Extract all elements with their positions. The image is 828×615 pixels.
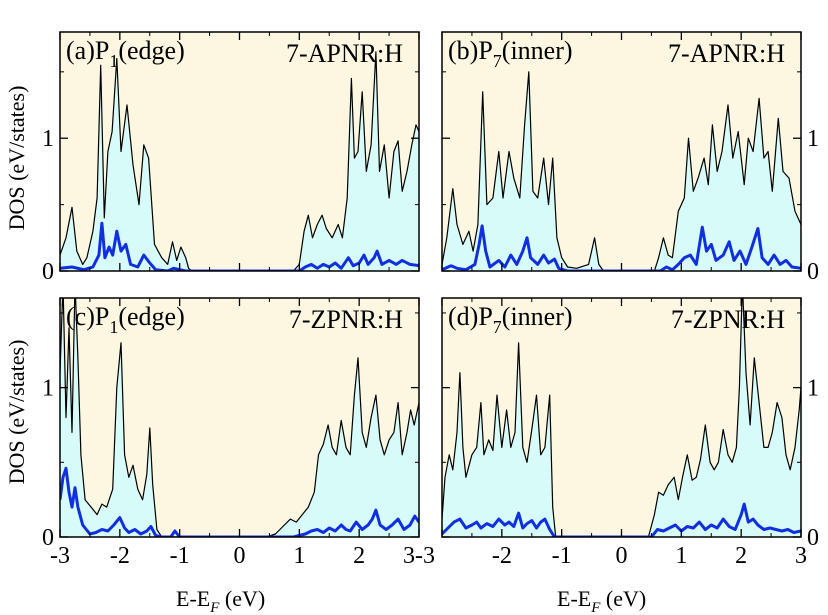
panel-system: 7-APNR:H xyxy=(668,39,785,68)
x-axis-label-main: E-E xyxy=(176,586,210,611)
panel-atom-sub: 1 xyxy=(109,317,118,337)
panel-site: (edge) xyxy=(118,36,184,65)
panel-site: (inner) xyxy=(502,302,573,331)
x-axis-label-sub: F xyxy=(590,600,601,615)
plot-area xyxy=(60,51,419,271)
x-tick-label: -2 xyxy=(110,543,130,569)
total-dos-line xyxy=(442,71,801,271)
panel-b: 0 1 (b)P7(inner) 7-APNR:H xyxy=(441,31,819,285)
panel-annotation: (a)P1(edge) xyxy=(66,36,185,71)
y-tick-label: 0 xyxy=(42,525,54,551)
panel-annotation: (d)P7(inner) xyxy=(448,302,573,337)
total-dos-fill xyxy=(442,71,801,271)
panel-a: 01(a)P1(edge) 7-APNR:H xyxy=(42,31,420,285)
x-tick-label: -1 xyxy=(170,543,190,569)
x-tick-label: 1 xyxy=(675,543,687,569)
panel-atom-sub: 7 xyxy=(493,317,502,337)
total-dos-line xyxy=(442,298,801,537)
panel-tag: (c) xyxy=(66,302,95,331)
panel-site: (inner) xyxy=(502,36,573,65)
panel-atom-sub: 7 xyxy=(493,51,502,71)
panel-system: 7-APNR:H xyxy=(286,39,403,68)
total-dos-fill xyxy=(60,51,419,271)
panel-tag: (a) xyxy=(66,36,95,65)
x-axis-label-sub: F xyxy=(209,600,220,615)
panel-atom: P xyxy=(95,36,109,65)
y-tick-label: 1 xyxy=(42,376,54,402)
panel-d: 0 1 -2 -1 0 1 2 3 (d)P7(inner) 7-ZPNR:H xyxy=(441,297,819,569)
x-tick-label: -3 xyxy=(50,543,70,569)
x-axis-label-left: E-EF (eV) xyxy=(176,586,265,615)
x-tick-label: 3-3 xyxy=(403,543,435,569)
y-tick-label: 0 xyxy=(807,525,819,551)
panel-atom: P xyxy=(95,302,109,331)
plot-area xyxy=(442,298,801,537)
y-tick-label: 0 xyxy=(42,259,54,285)
x-tick-label: 0 xyxy=(616,543,628,569)
x-tick-label: 2 xyxy=(353,543,365,569)
x-tick-label: -2 xyxy=(492,543,512,569)
p-dos-line xyxy=(442,502,801,537)
total-dos-line xyxy=(60,51,419,271)
p-dos-line xyxy=(442,224,801,271)
y-axis-labels: DOS (eV/states) DOS (eV/states) xyxy=(4,86,29,485)
plot-area xyxy=(442,71,801,271)
p-dos-line xyxy=(60,221,419,271)
y-tick-label: 1 xyxy=(807,126,819,152)
panel-annotation: (b)P7(inner) xyxy=(448,36,573,71)
x-axis-label-main: E-E xyxy=(557,586,591,611)
panel-c: 01-3 -2 -1 0 1 2 3-3(c)P1(edge) 7-ZPNR:H xyxy=(42,297,435,569)
y-axis-label-top: DOS (eV/states) xyxy=(4,86,29,231)
x-tick-label: 1 xyxy=(293,543,305,569)
panel-system: 7-ZPNR:H xyxy=(671,305,785,334)
panel-atom-sub: 1 xyxy=(109,51,118,71)
x-axis-label-right: E-EF (eV) xyxy=(557,586,646,615)
y-tick-label: 0 xyxy=(807,259,819,285)
panel-tag: (d) xyxy=(448,302,478,331)
panel-system: 7-ZPNR:H xyxy=(289,305,403,334)
x-tick-label: 2 xyxy=(735,543,747,569)
panels-group: 01(a)P1(edge) 7-APNR:H01(b)P7(inner) 7-APN… xyxy=(42,31,819,569)
panel-atom: P xyxy=(478,302,492,331)
x-axis-labels: E-EF (eV) E-EF (eV) xyxy=(176,586,646,615)
total-dos-fill xyxy=(442,298,801,537)
panel-atom: P xyxy=(478,36,492,65)
x-tick-label: -1 xyxy=(552,543,572,569)
x-tick-label: 0 xyxy=(234,543,246,569)
total-dos-fill xyxy=(60,298,419,537)
panel-site: (edge) xyxy=(118,302,184,331)
x-axis-label-unit: (eV) xyxy=(219,586,265,611)
x-axis-label-unit: (eV) xyxy=(600,586,646,611)
y-axis-label-bottom: DOS (eV/states) xyxy=(4,340,29,485)
y-tick-label: 1 xyxy=(807,376,819,402)
x-tick-label: 3 xyxy=(795,543,807,569)
total-dos-line xyxy=(60,298,419,537)
panel-annotation: (c)P1(edge) xyxy=(66,302,185,337)
y-tick-label: 1 xyxy=(42,126,54,152)
panel-tag: (b) xyxy=(448,36,478,65)
